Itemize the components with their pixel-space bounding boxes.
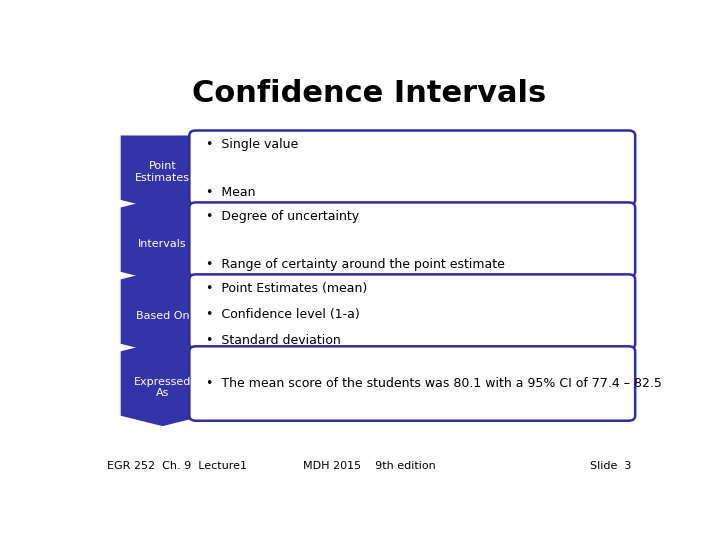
Polygon shape	[121, 341, 204, 426]
FancyBboxPatch shape	[189, 346, 635, 421]
Text: •  Mean: • Mean	[206, 186, 256, 199]
Text: •  Single value: • Single value	[206, 138, 298, 151]
Text: Expressed
As: Expressed As	[134, 377, 192, 399]
Text: •  Standard deviation: • Standard deviation	[206, 334, 341, 347]
Text: Point
Estimates: Point Estimates	[135, 161, 190, 183]
Polygon shape	[121, 269, 204, 354]
Text: EGR 252  Ch. 9  Lecture1: EGR 252 Ch. 9 Lecture1	[107, 462, 247, 471]
Text: •  The mean score of the students was 80.1 with a 95% CI of 77.4 – 82.5: • The mean score of the students was 80.…	[206, 377, 662, 390]
Text: Confidence Intervals: Confidence Intervals	[192, 79, 546, 109]
Text: •  Range of certainty around the point estimate: • Range of certainty around the point es…	[206, 258, 505, 271]
Text: Slide  3: Slide 3	[590, 462, 631, 471]
Text: •  Confidence level (1-a): • Confidence level (1-a)	[206, 308, 360, 321]
Polygon shape	[121, 136, 204, 211]
Text: Based On: Based On	[136, 310, 189, 321]
Text: •  Degree of uncertainty: • Degree of uncertainty	[206, 210, 359, 223]
FancyBboxPatch shape	[189, 202, 635, 277]
Polygon shape	[121, 197, 204, 282]
FancyBboxPatch shape	[189, 131, 635, 205]
Text: •  Point Estimates (mean): • Point Estimates (mean)	[206, 282, 367, 295]
FancyBboxPatch shape	[189, 274, 635, 349]
Text: MDH 2015    9th edition: MDH 2015 9th edition	[302, 462, 436, 471]
Text: Intervals: Intervals	[138, 239, 187, 249]
